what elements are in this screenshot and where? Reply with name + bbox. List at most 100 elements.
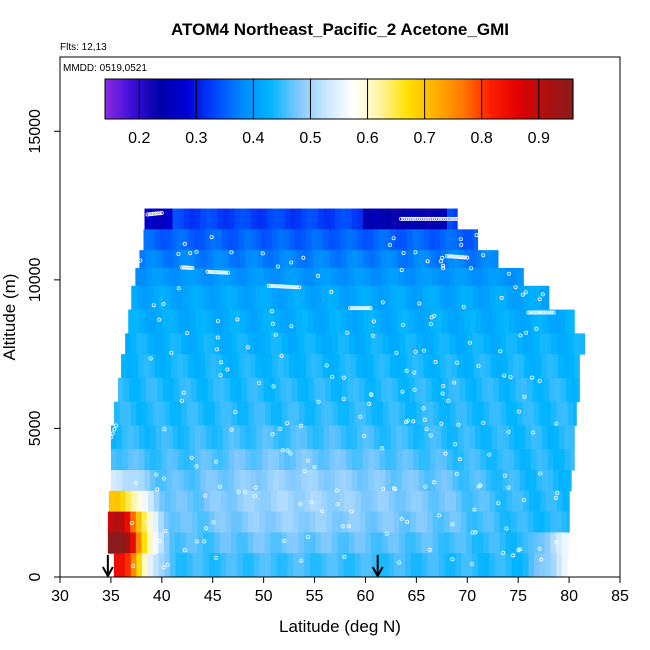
heatmap-cell	[501, 354, 509, 379]
sample-marker	[214, 347, 219, 352]
heatmap-cell	[543, 377, 550, 403]
colorbar-segment	[463, 79, 467, 119]
heatmap-cell	[273, 470, 280, 492]
heatmap-cell	[217, 449, 224, 471]
sample-marker	[298, 501, 303, 506]
heatmap-cell	[217, 208, 224, 230]
heatmap-cell	[394, 285, 401, 311]
heatmap-cell	[538, 377, 545, 403]
heatmap-cell	[305, 354, 313, 379]
heatmap-cell	[360, 490, 368, 513]
heatmap-cell	[267, 470, 274, 492]
heatmap-cell	[476, 267, 484, 287]
heatmap-cell	[483, 532, 490, 554]
heatmap-cell	[408, 250, 415, 269]
heatmap-cell	[218, 377, 226, 403]
heatmap-cell	[148, 490, 155, 513]
heatmap-cell	[272, 229, 279, 251]
heatmap-cell	[377, 401, 384, 426]
heatmap-cell	[514, 425, 521, 450]
heatmap-cell	[486, 250, 493, 269]
sample-marker	[329, 289, 334, 294]
colorbar-segment	[523, 79, 527, 119]
heatmap-cell	[208, 267, 215, 287]
sample-marker	[554, 495, 559, 500]
sample-marker	[537, 297, 542, 302]
heatmap-cell	[377, 553, 384, 578]
heatmap-cell	[152, 532, 159, 554]
sample-marker	[145, 212, 150, 217]
colorbar-segment	[404, 79, 408, 119]
heatmap-cell	[365, 401, 373, 426]
heatmap-cell	[237, 401, 244, 426]
heatmap-cell	[525, 309, 533, 334]
heatmap-cell	[298, 511, 305, 533]
sample-marker	[420, 216, 425, 221]
heatmap-cell	[248, 333, 255, 355]
heatmap-cell	[121, 354, 128, 379]
heatmap-cell	[153, 490, 160, 513]
sample-marker	[207, 269, 212, 274]
heatmap-cell	[220, 401, 227, 426]
heatmap-cell	[137, 354, 145, 379]
heatmap-cell	[370, 377, 377, 403]
heatmap-cell	[421, 532, 428, 554]
colorbar-segment	[557, 79, 561, 119]
heatmap-cell	[413, 208, 420, 230]
heatmap-cell	[247, 532, 255, 554]
sample-marker	[472, 507, 477, 512]
heatmap-cell	[297, 267, 304, 287]
sample-marker	[537, 378, 542, 383]
sample-marker	[280, 448, 285, 453]
heatmap-cell	[248, 553, 255, 578]
sample-marker	[411, 216, 416, 221]
heatmap-cell	[483, 333, 490, 355]
sample-marker	[524, 330, 529, 335]
heatmap-cell	[208, 532, 215, 554]
heatmap-cell	[434, 354, 441, 379]
sample-marker	[422, 417, 427, 422]
heatmap-cell	[296, 309, 303, 334]
heatmap-cell	[419, 250, 426, 269]
sample-marker	[282, 539, 287, 544]
colorbar-segment	[302, 79, 306, 119]
heatmap-cell	[156, 250, 163, 269]
heatmap-cell	[206, 250, 213, 269]
heatmap-cell	[516, 511, 523, 533]
heatmap-cell	[192, 553, 199, 578]
colorbar-segment	[292, 79, 296, 119]
heatmap-cell	[172, 208, 179, 230]
heatmap-cell	[124, 532, 131, 554]
heatmap-cell	[505, 333, 513, 355]
sample-marker	[543, 310, 548, 315]
sample-marker	[179, 398, 184, 403]
colorbar-segment	[445, 79, 449, 119]
colorbar-segment	[469, 79, 473, 119]
sample-marker	[302, 469, 307, 474]
heatmap-cell	[455, 553, 462, 578]
heatmap-cell	[554, 377, 562, 403]
sample-marker	[176, 286, 181, 291]
heatmap-cell	[294, 229, 301, 251]
colorbar-segment	[167, 79, 171, 119]
heatmap-cell	[287, 553, 294, 578]
heatmap-cell	[474, 425, 482, 450]
heatmap-cell	[228, 449, 235, 471]
sample-marker	[253, 485, 258, 490]
sample-marker	[443, 451, 448, 456]
heatmap-cell	[257, 250, 264, 269]
heatmap-cell	[241, 267, 248, 287]
heatmap-cell	[228, 208, 235, 230]
heatmap-cell	[238, 229, 245, 251]
heatmap-cell	[366, 285, 373, 311]
heatmap-cell	[446, 470, 454, 492]
heatmap-cell	[321, 285, 328, 311]
heatmap-cell	[379, 449, 386, 471]
heatmap-cell	[301, 449, 308, 471]
heatmap-cell	[107, 511, 115, 533]
sample-marker	[452, 380, 457, 385]
sample-marker	[463, 255, 468, 260]
heatmap-cell	[401, 354, 408, 379]
heatmap-cell	[456, 490, 463, 513]
heatmap-cell	[510, 267, 517, 287]
